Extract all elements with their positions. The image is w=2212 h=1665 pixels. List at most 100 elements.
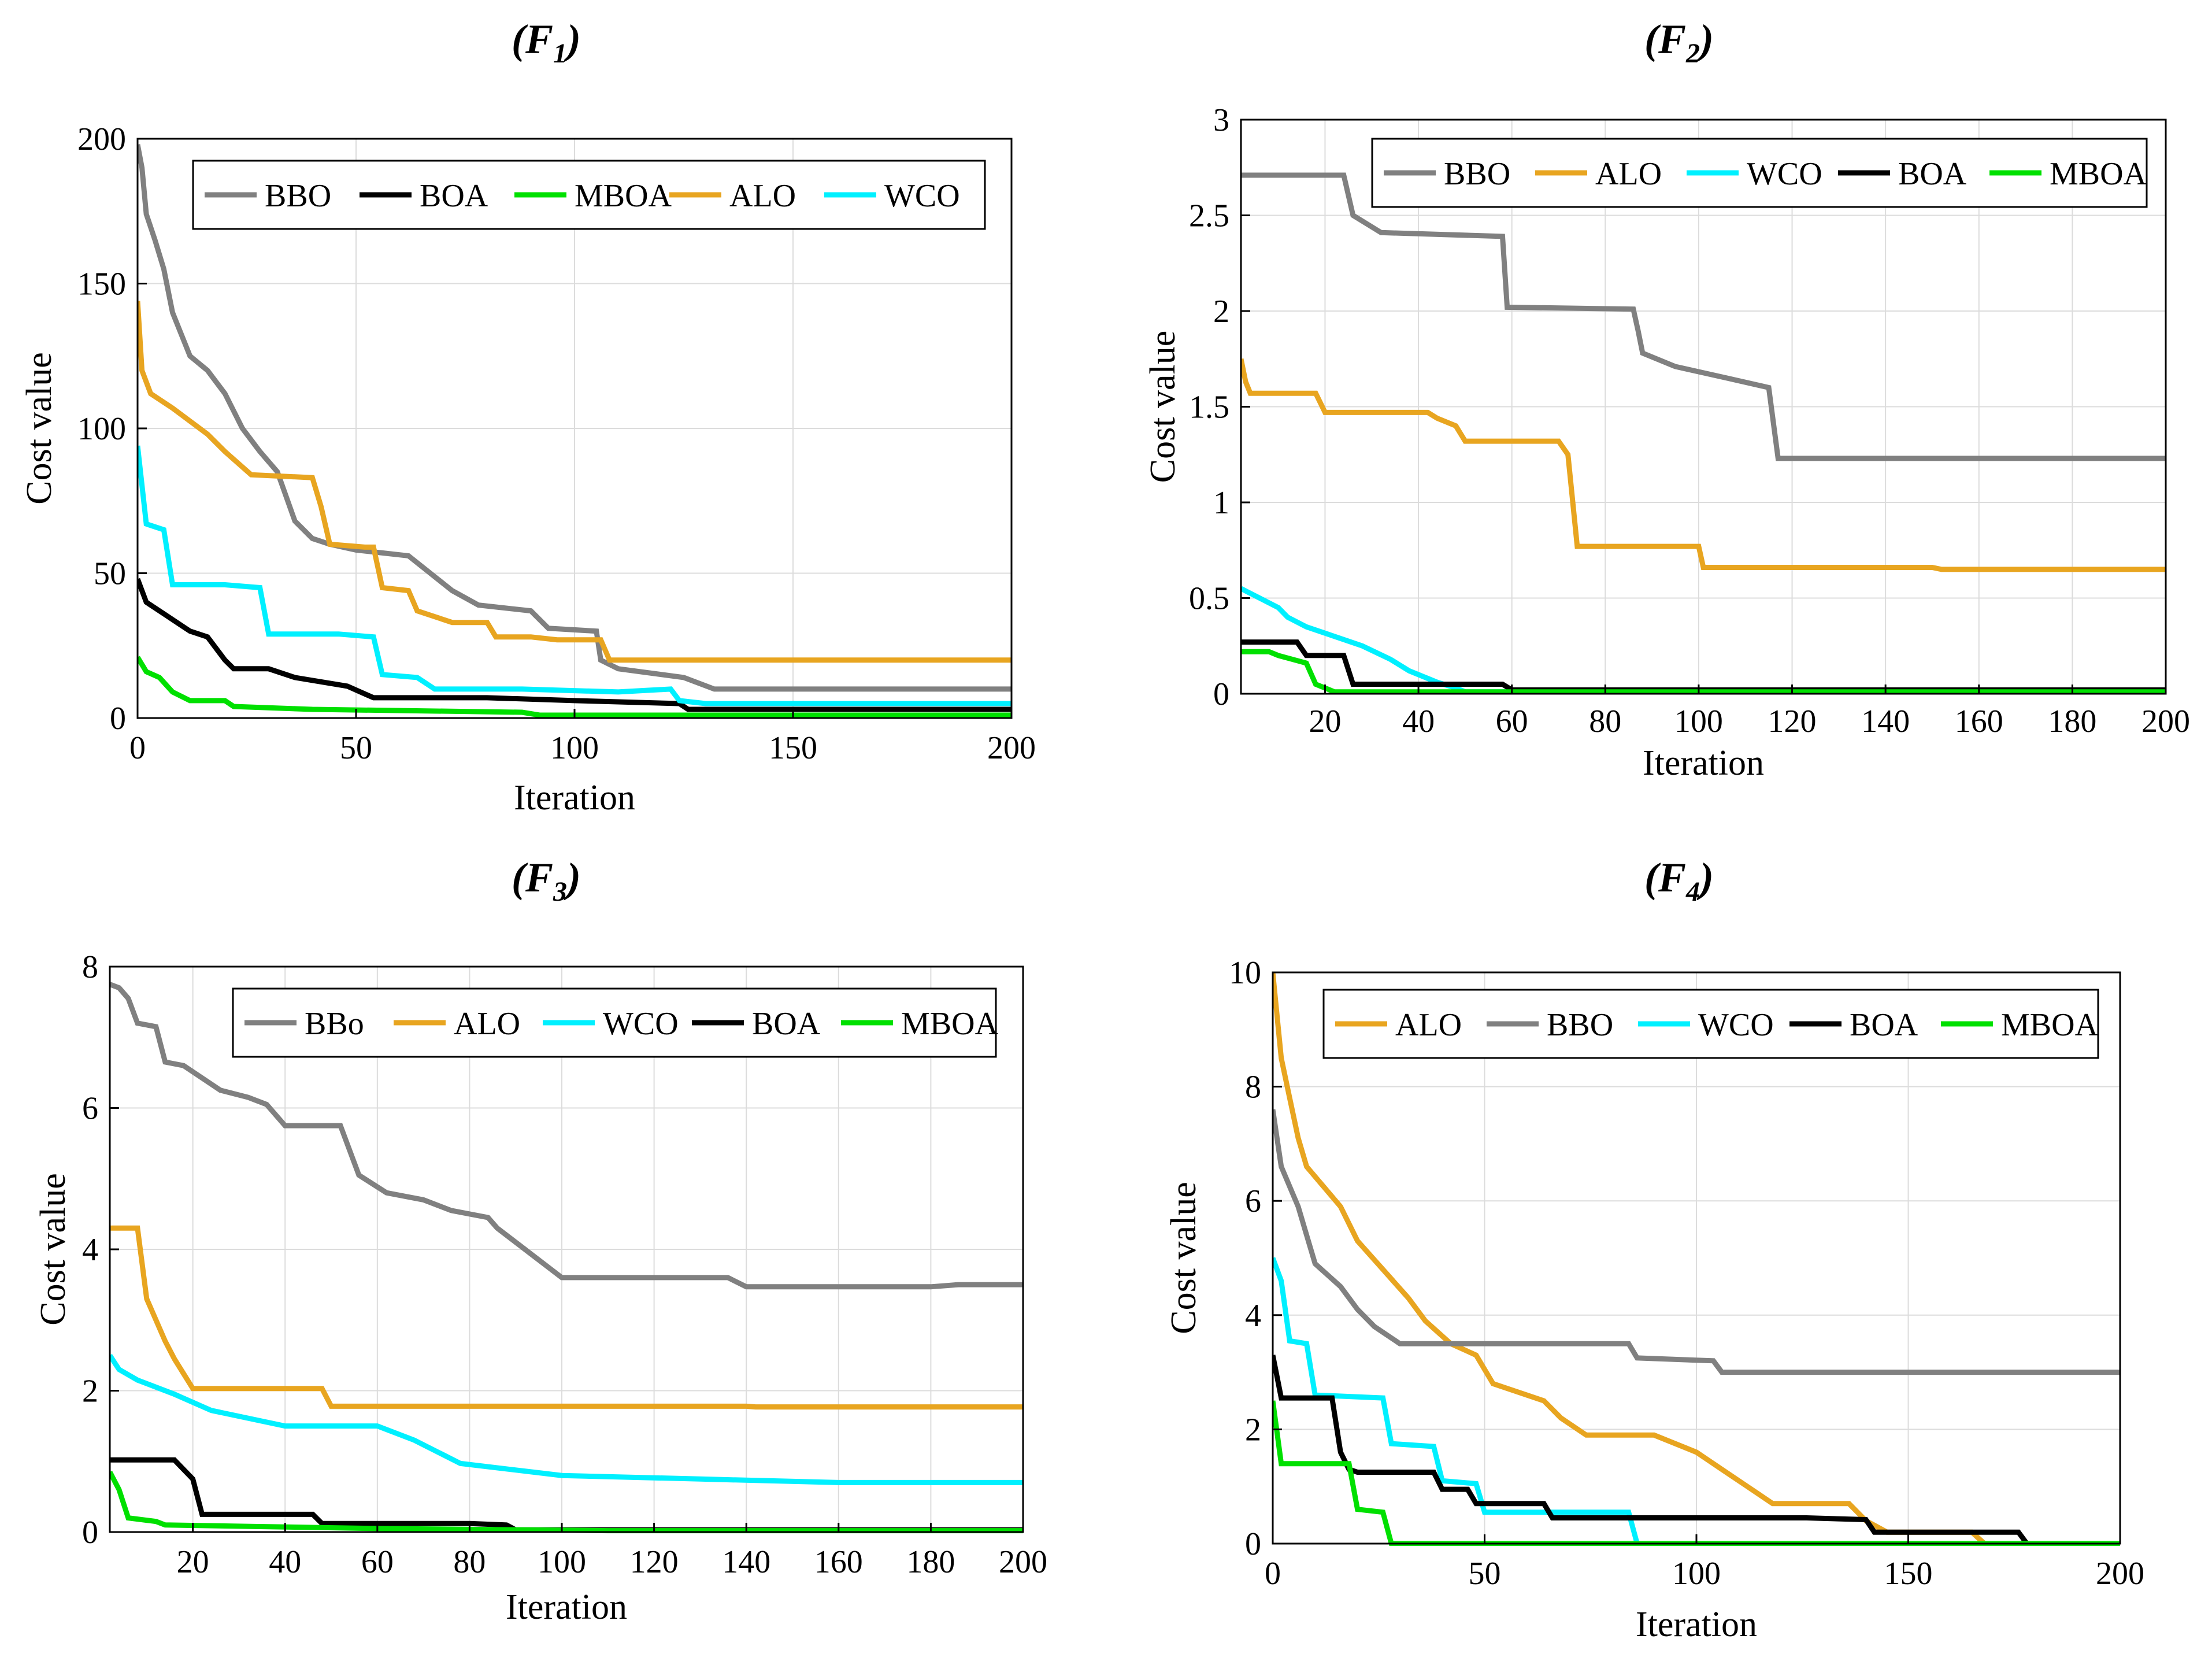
x-tick-label: 150 — [1884, 1556, 1933, 1592]
series-line-alo — [1241, 358, 2166, 572]
y-tick-label: 0 — [110, 701, 126, 737]
legend-label-alo: ALO — [1595, 156, 1662, 192]
series-line-alo — [138, 301, 1011, 663]
y-tick-label: 2 — [82, 1374, 98, 1409]
legend-label-boa: BOA — [752, 1006, 821, 1042]
x-axis-label: Iteration — [1643, 743, 1764, 783]
x-axis-label: Iteration — [506, 1588, 627, 1627]
panel-f2: 20 40 60 80 100 120 140 160 180 200 0 0.5 1 1.5 2 2.5 3 I… — [1143, 16, 2190, 783]
series-line-boa — [138, 578, 1011, 712]
legend-label-mboa: MBOA — [2001, 1007, 2099, 1043]
x-tick-label: 180 — [2048, 704, 2096, 739]
legend-label-mboa: MBOA — [575, 178, 672, 214]
series-line-wco — [1241, 586, 2166, 695]
x-tick-label: 60 — [1496, 704, 1528, 739]
panel-title: (F2) — [1644, 16, 1714, 69]
series-line-wco — [138, 445, 1011, 706]
y-tick-label: 3 — [1213, 102, 1229, 138]
series-group — [110, 982, 1023, 1534]
legend-label-boa: BOA — [1898, 156, 1967, 192]
series-line-mboa — [110, 1471, 1023, 1534]
y-tick-label: 0 — [1245, 1526, 1261, 1562]
panel-f1: 0 50 100 150 200 0 50 100 150 200 Iteration Cost va… — [20, 16, 1036, 817]
x-tick-label: 140 — [1861, 704, 1910, 739]
legend-label-alo: ALO — [729, 178, 796, 214]
series-line-wco — [110, 1353, 1023, 1485]
y-axis-label: Cost value — [1143, 331, 1183, 483]
x-tick-label: 100 — [538, 1544, 586, 1580]
series-line-alo — [110, 1225, 1023, 1410]
legend: BBo ALO WCO BOA MBOA — [232, 987, 999, 1058]
series-line-mboa — [1241, 649, 2166, 695]
legend-label-bbo: BBO — [1547, 1007, 1613, 1043]
legend-label-wco: WCO — [1698, 1007, 1774, 1043]
x-tick-label: 100 — [1672, 1556, 1721, 1592]
y-tick-label: 2 — [1213, 294, 1229, 330]
x-tick-label: 200 — [987, 730, 1036, 766]
x-tick-label: 80 — [1589, 704, 1621, 739]
x-tick-label: 200 — [2141, 704, 2190, 739]
legend-label-bbo: BBo — [305, 1006, 364, 1042]
series-line-bbo — [1273, 1109, 2120, 1375]
series-line-bbo — [138, 144, 1011, 692]
x-tick-label: 160 — [814, 1544, 863, 1580]
y-tick-label: 1 — [1213, 485, 1229, 521]
x-tick-label: 140 — [722, 1544, 770, 1580]
x-axis-label: Iteration — [1636, 1605, 1757, 1644]
x-tick-label: 100 — [1674, 704, 1723, 739]
legend-label-bbo: BBO — [265, 178, 331, 214]
y-tick-label: 0 — [1213, 676, 1229, 712]
x-tick-label: 200 — [2096, 1556, 2144, 1592]
x-tick-label: 40 — [269, 1544, 301, 1580]
x-tick-label: 100 — [550, 730, 599, 766]
legend-label-boa: BOA — [420, 178, 488, 214]
y-tick-label: 4 — [82, 1232, 98, 1268]
legend: BBO BOA MBOA ALO WCO — [192, 160, 986, 230]
y-tick-label: 4 — [1245, 1298, 1261, 1334]
y-tick-label: 200 — [77, 121, 126, 157]
series-line-mboa — [138, 656, 1011, 718]
series-group — [1241, 172, 2166, 695]
panel-title: (F4) — [1644, 854, 1714, 907]
legend-label-bbo: BBO — [1444, 156, 1510, 192]
series-line-alo — [1273, 972, 2120, 1546]
series-line-boa — [1273, 1355, 2120, 1546]
y-tick-label: 2 — [1245, 1412, 1261, 1448]
y-axis-label: Cost value — [20, 352, 59, 504]
panel-title: (F1) — [512, 16, 581, 69]
y-tick-label: 6 — [82, 1091, 98, 1127]
x-tick-label: 0 — [129, 730, 146, 766]
legend-label-alo: ALO — [1395, 1007, 1462, 1043]
x-tick-label: 20 — [177, 1544, 209, 1580]
x-tick-label: 60 — [361, 1544, 394, 1580]
y-tick-label: 8 — [1245, 1070, 1261, 1105]
panel-title: (F3) — [512, 854, 581, 907]
x-tick-label: 150 — [769, 730, 817, 766]
panel-f4: 0 50 100 150 200 0 2 4 6 8 10 Iteration Cost value (F… — [1164, 854, 2144, 1644]
x-tick-label: 0 — [1265, 1556, 1281, 1592]
series-line-bbo — [110, 982, 1023, 1290]
x-tick-label: 120 — [1768, 704, 1817, 739]
y-tick-label: 2.5 — [1189, 198, 1229, 234]
y-tick-label: 150 — [77, 267, 126, 302]
x-tick-label: 120 — [630, 1544, 679, 1580]
x-tick-label: 80 — [453, 1544, 486, 1580]
x-tick-label: 50 — [1469, 1556, 1501, 1592]
legend-label-wco: WCO — [884, 178, 960, 214]
series-group — [1273, 972, 2120, 1546]
legend-label-mboa: MBOA — [2050, 156, 2147, 192]
x-tick-label: 40 — [1402, 704, 1435, 739]
legend-label-alo: ALO — [454, 1006, 520, 1042]
x-tick-label: 200 — [999, 1544, 1047, 1580]
panel-f3: 20 40 60 80 100 120 140 160 180 200 0 2 4 6 8 Iteration… — [34, 854, 1047, 1627]
series-group — [138, 144, 1011, 718]
y-axis-label: Cost value — [34, 1173, 73, 1325]
y-tick-label: 100 — [77, 411, 126, 447]
y-tick-label: 0.5 — [1189, 581, 1229, 617]
legend-label-mboa: MBOA — [901, 1006, 999, 1042]
legend-box — [192, 160, 986, 230]
x-tick-label: 20 — [1309, 704, 1341, 739]
series-line-bbo — [1241, 172, 2166, 461]
y-tick-label: 1.5 — [1189, 390, 1229, 426]
